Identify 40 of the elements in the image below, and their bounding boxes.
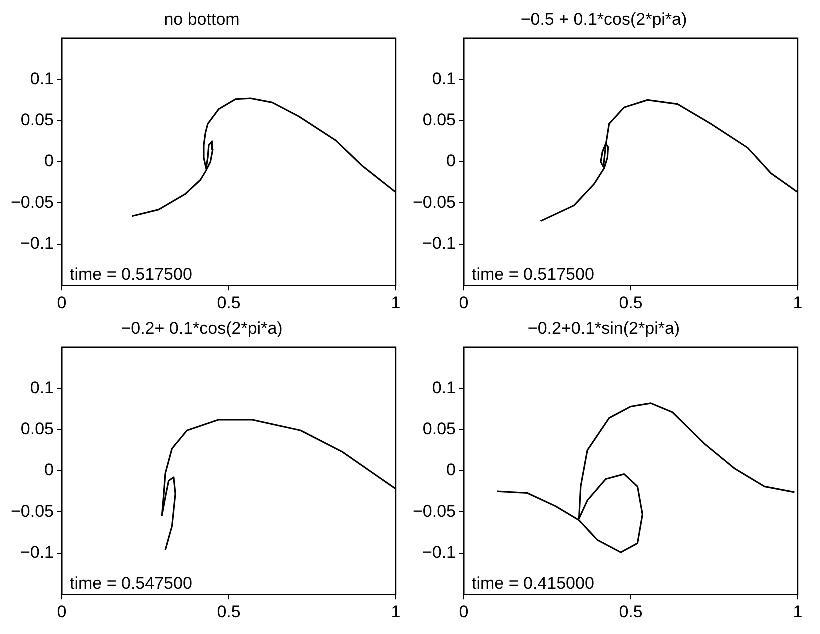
y-tick-label: −0.05: [413, 502, 456, 521]
chart-title: −0.2+ 0.1*cos(2*pi*a): [121, 318, 283, 338]
y-tick-label: 0.1: [432, 69, 456, 88]
y-tick-label: 0.05: [422, 110, 456, 130]
y-tick-label: 0.1: [432, 378, 456, 398]
y-tick-label: −0.1: [20, 234, 54, 254]
x-tick-label: 1: [793, 602, 803, 622]
annotation: time = 0.517500: [70, 264, 192, 284]
x-tick-label: 1: [793, 293, 803, 312]
x-tick-label: 0.5: [619, 293, 643, 312]
x-tick-label: 1: [391, 602, 401, 622]
y-tick-label: −0.1: [422, 234, 456, 254]
y-tick-label: 0: [446, 460, 456, 480]
y-tick-label: 0.05: [20, 110, 54, 130]
annotation: time = 0.517500: [472, 264, 594, 284]
y-tick-label: 0.05: [20, 419, 54, 438]
annotation: time = 0.547500: [70, 574, 192, 593]
x-tick-label: 0.5: [217, 293, 241, 312]
x-tick-label: 0: [57, 293, 67, 312]
y-tick-label: 0: [44, 460, 54, 480]
y-tick-label: −0.05: [11, 192, 54, 212]
y-tick-label: 0: [44, 152, 54, 171]
x-tick-label: 1: [391, 293, 401, 312]
y-tick-label: 0.05: [422, 419, 456, 438]
x-tick-label: 0: [459, 293, 469, 312]
y-tick-label: −0.05: [413, 192, 456, 212]
x-tick-label: 0: [459, 602, 469, 622]
y-tick-label: 0: [446, 152, 456, 171]
x-tick-label: 0: [57, 602, 67, 622]
y-tick-label: −0.1: [20, 543, 54, 562]
y-tick-label: −0.05: [11, 502, 54, 521]
y-tick-label: −0.1: [422, 543, 456, 562]
y-tick-label: 0.1: [30, 69, 54, 88]
chart-title: no bottom: [164, 10, 240, 29]
x-tick-label: 0.5: [217, 602, 241, 622]
annotation: time = 0.415000: [472, 574, 594, 593]
y-tick-label: 0.1: [30, 378, 54, 398]
x-tick-label: 0.5: [619, 602, 643, 622]
chart-title: −0.5 + 0.1*cos(2*pi*a): [520, 10, 688, 29]
chart-title: −0.2+0.1*sin(2*pi*a): [528, 318, 680, 338]
